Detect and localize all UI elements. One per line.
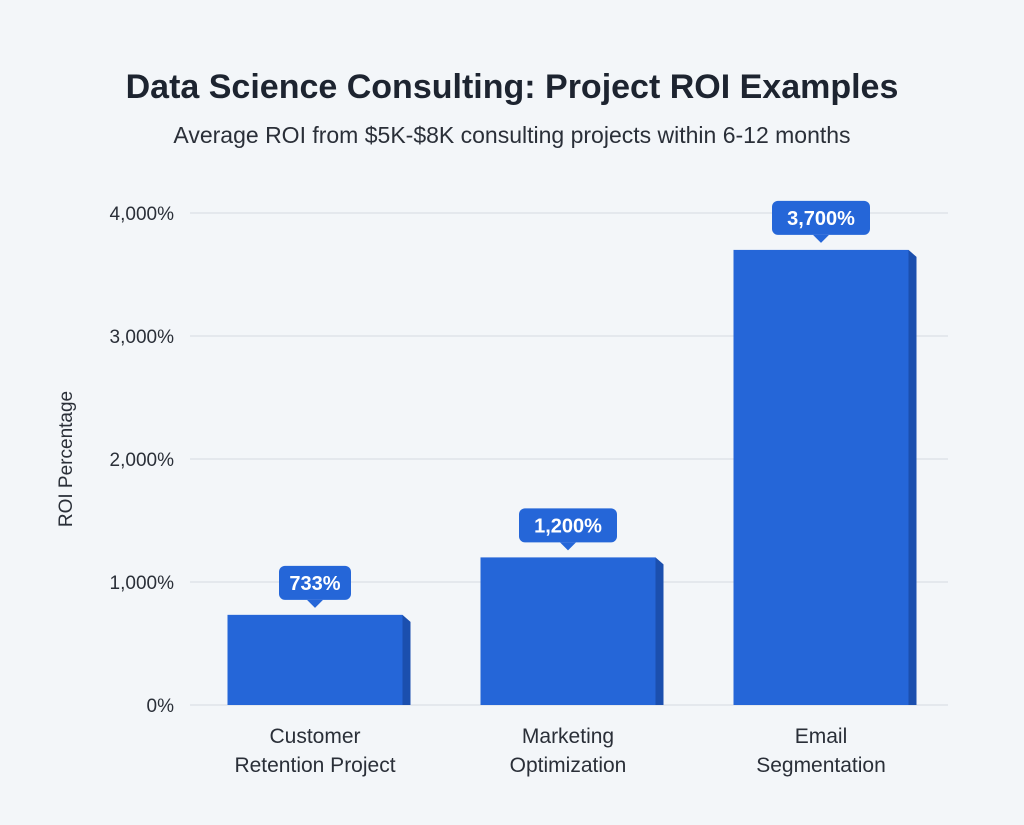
data-label: 733% (289, 573, 340, 595)
bar (480, 557, 656, 705)
data-label-pointer (813, 234, 829, 243)
data-label-pointer (560, 542, 576, 551)
bar-side (402, 614, 411, 705)
data-label: 3,700% (787, 208, 855, 230)
x-tick-label: Customer (269, 725, 360, 748)
x-tick-label: Optimization (510, 754, 627, 777)
data-label-bubble (519, 508, 617, 543)
data-label: 1,200% (534, 515, 602, 537)
y-tick-label: 1,000% (110, 573, 175, 594)
bar-side (908, 249, 917, 705)
y-tick-label: 0% (147, 696, 175, 717)
y-tick-label: 3,000% (110, 327, 175, 348)
y-axis-label: ROI Percentage (56, 391, 77, 527)
chart-title: Data Science Consulting: Project ROI Exa… (125, 68, 899, 106)
bar (733, 249, 909, 705)
data-label-bubble (772, 200, 870, 235)
data-label-bubble (279, 565, 351, 600)
x-tick-label: Email (795, 725, 848, 748)
x-tick-label: Marketing (522, 725, 614, 748)
bar-side (655, 557, 664, 705)
y-tick-label: 4,000% (110, 204, 175, 225)
chart-subtitle: Average ROI from $5K-$8K consulting proj… (173, 122, 851, 148)
data-label-pointer (307, 599, 323, 608)
bar (227, 614, 403, 705)
y-tick-label: 2,000% (110, 450, 175, 471)
x-tick-label: Segmentation (756, 754, 886, 777)
x-tick-label: Retention Project (234, 754, 395, 777)
